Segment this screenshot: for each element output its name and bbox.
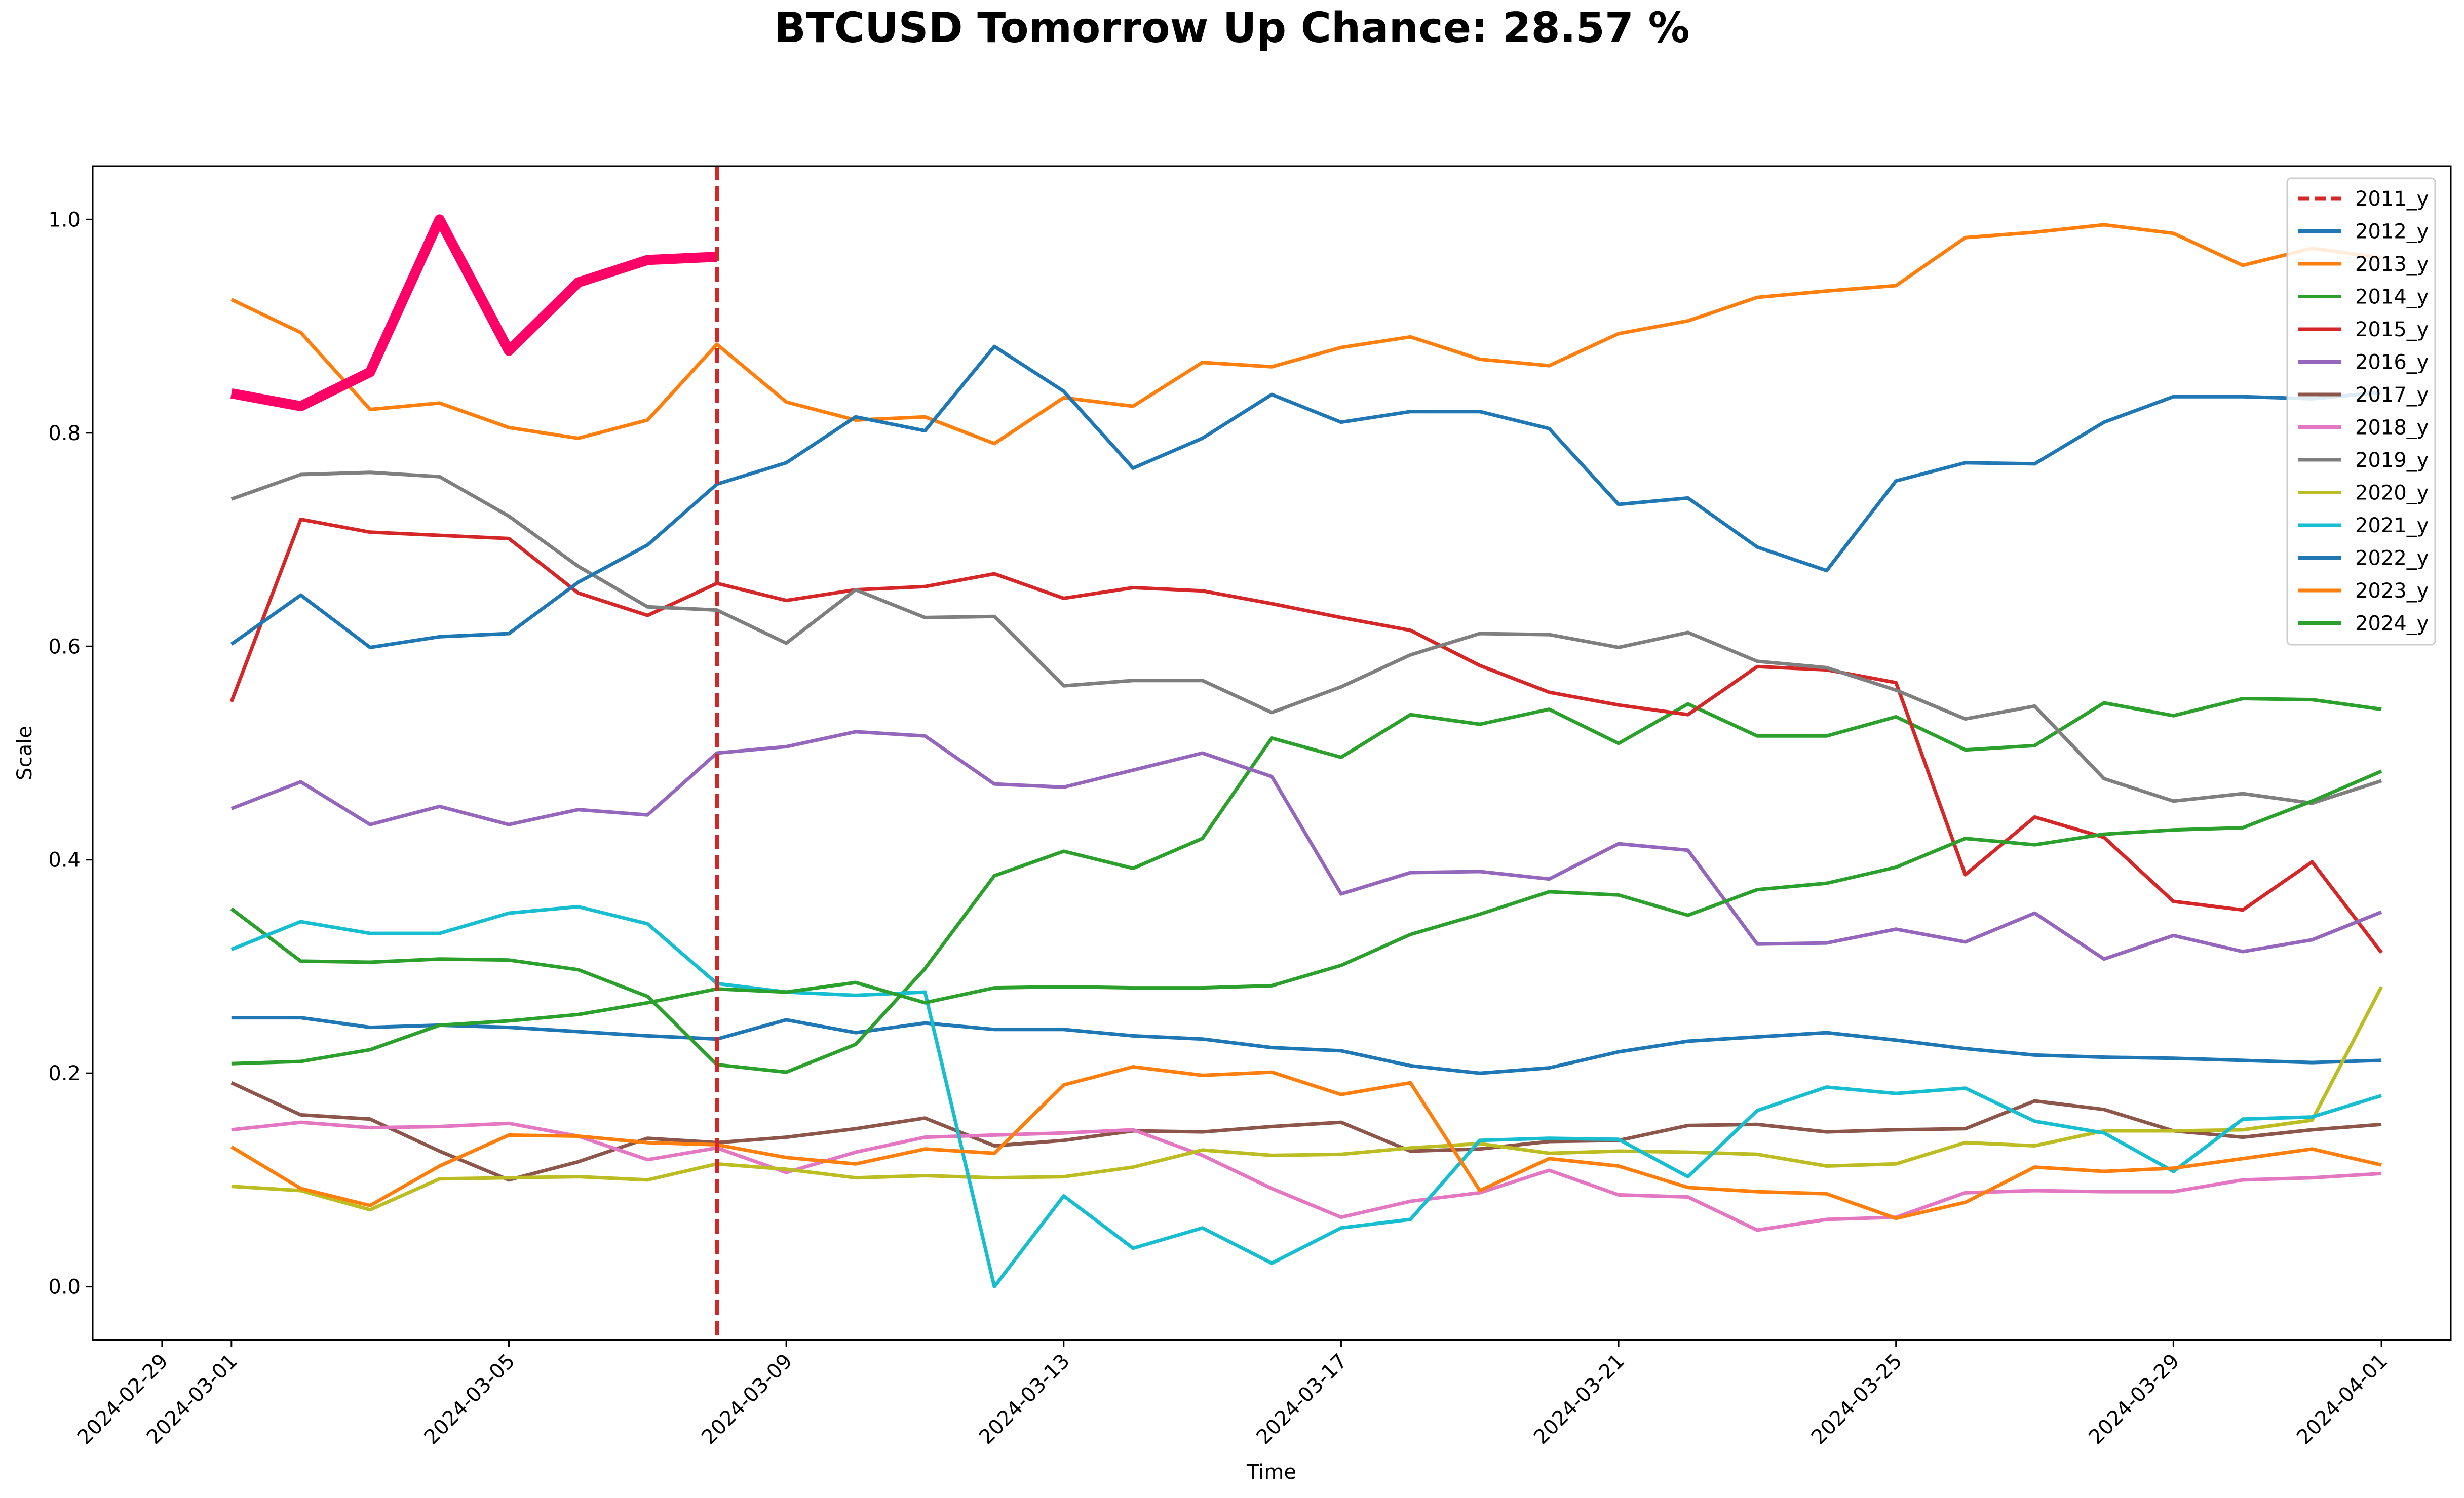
plot-frame bbox=[92, 165, 2452, 1341]
legend-label: 2019_y bbox=[2355, 449, 2429, 472]
legend-label: 2024_y bbox=[2355, 612, 2429, 636]
series-line-2024_y bbox=[231, 769, 2382, 1066]
legend-label: 2022_y bbox=[2355, 547, 2429, 570]
y-tick-label: 0.4 bbox=[48, 849, 81, 872]
legend-label: 2018_y bbox=[2355, 416, 2429, 440]
x-tick-label: 2024-04-01 bbox=[2292, 1350, 2392, 1449]
series-line-2023_y bbox=[230, 1065, 2382, 1220]
x-tick-label: 2024-03-17 bbox=[1252, 1350, 1352, 1449]
x-tick-label: 2024-03-25 bbox=[1807, 1350, 1907, 1449]
y-tick-label: 0.0 bbox=[48, 1276, 81, 1299]
legend: 2011_y 2012_y 2013_y 2014_y 2015_y 2016_y 2017… bbox=[2286, 177, 2436, 646]
series-line-2012_y bbox=[231, 1016, 2382, 1075]
y-axis: 0.0 0.2 0.4 0.6 0.8 1.0 bbox=[48, 208, 93, 1299]
series-line-2013_y bbox=[230, 223, 2382, 446]
y-tick-label: 0.8 bbox=[48, 422, 81, 445]
legend-label: 2020_y bbox=[2355, 482, 2429, 505]
y-tick-label: 0.6 bbox=[48, 635, 81, 658]
legend-box bbox=[2286, 177, 2436, 646]
y-axis-label: Scale bbox=[13, 726, 36, 780]
legend-label: 2014_y bbox=[2355, 286, 2429, 309]
series-line-2022_y bbox=[230, 344, 2382, 649]
legend-label: 2015_y bbox=[2355, 318, 2429, 341]
legend-label: 2013_y bbox=[2355, 253, 2429, 276]
legend-label: 2021_y bbox=[2355, 514, 2429, 537]
legend-label: 2023_y bbox=[2355, 579, 2429, 603]
series-line-2018_y bbox=[231, 1120, 2382, 1232]
series-line-2014_y bbox=[230, 697, 2382, 1074]
series-layer bbox=[229, 214, 2383, 1289]
chart-title: BTCUSD Tomorrow Up Chance: 28.57 % bbox=[774, 4, 1690, 52]
series-line-2019_y bbox=[230, 470, 2382, 805]
x-tick-label: 2024-03-05 bbox=[420, 1350, 520, 1449]
x-tick-label: 2024-03-09 bbox=[697, 1350, 797, 1449]
series-line-2016_y bbox=[230, 730, 2382, 961]
series-line-2021_y bbox=[230, 904, 2382, 1289]
legend-label: 2012_y bbox=[2355, 220, 2429, 244]
x-tick-label: 2024-03-21 bbox=[1529, 1350, 1629, 1449]
series-line-2020_y bbox=[231, 985, 2383, 1212]
legend-label: 2016_y bbox=[2355, 351, 2429, 374]
x-axis-label: Time bbox=[1246, 1461, 1296, 1484]
series-line-2017_y bbox=[230, 1081, 2382, 1182]
series-line-2015_y bbox=[229, 518, 2383, 954]
y-tick-label: 1.0 bbox=[48, 208, 81, 231]
current-year-line bbox=[230, 214, 717, 412]
x-tick-label: 2024-03-29 bbox=[2085, 1350, 2184, 1449]
legend-label: 2011_y bbox=[2355, 187, 2429, 211]
x-tick-label: 2024-03-13 bbox=[975, 1350, 1074, 1449]
y-tick-label: 0.2 bbox=[48, 1062, 81, 1085]
legend-label: 2017_y bbox=[2355, 383, 2429, 407]
